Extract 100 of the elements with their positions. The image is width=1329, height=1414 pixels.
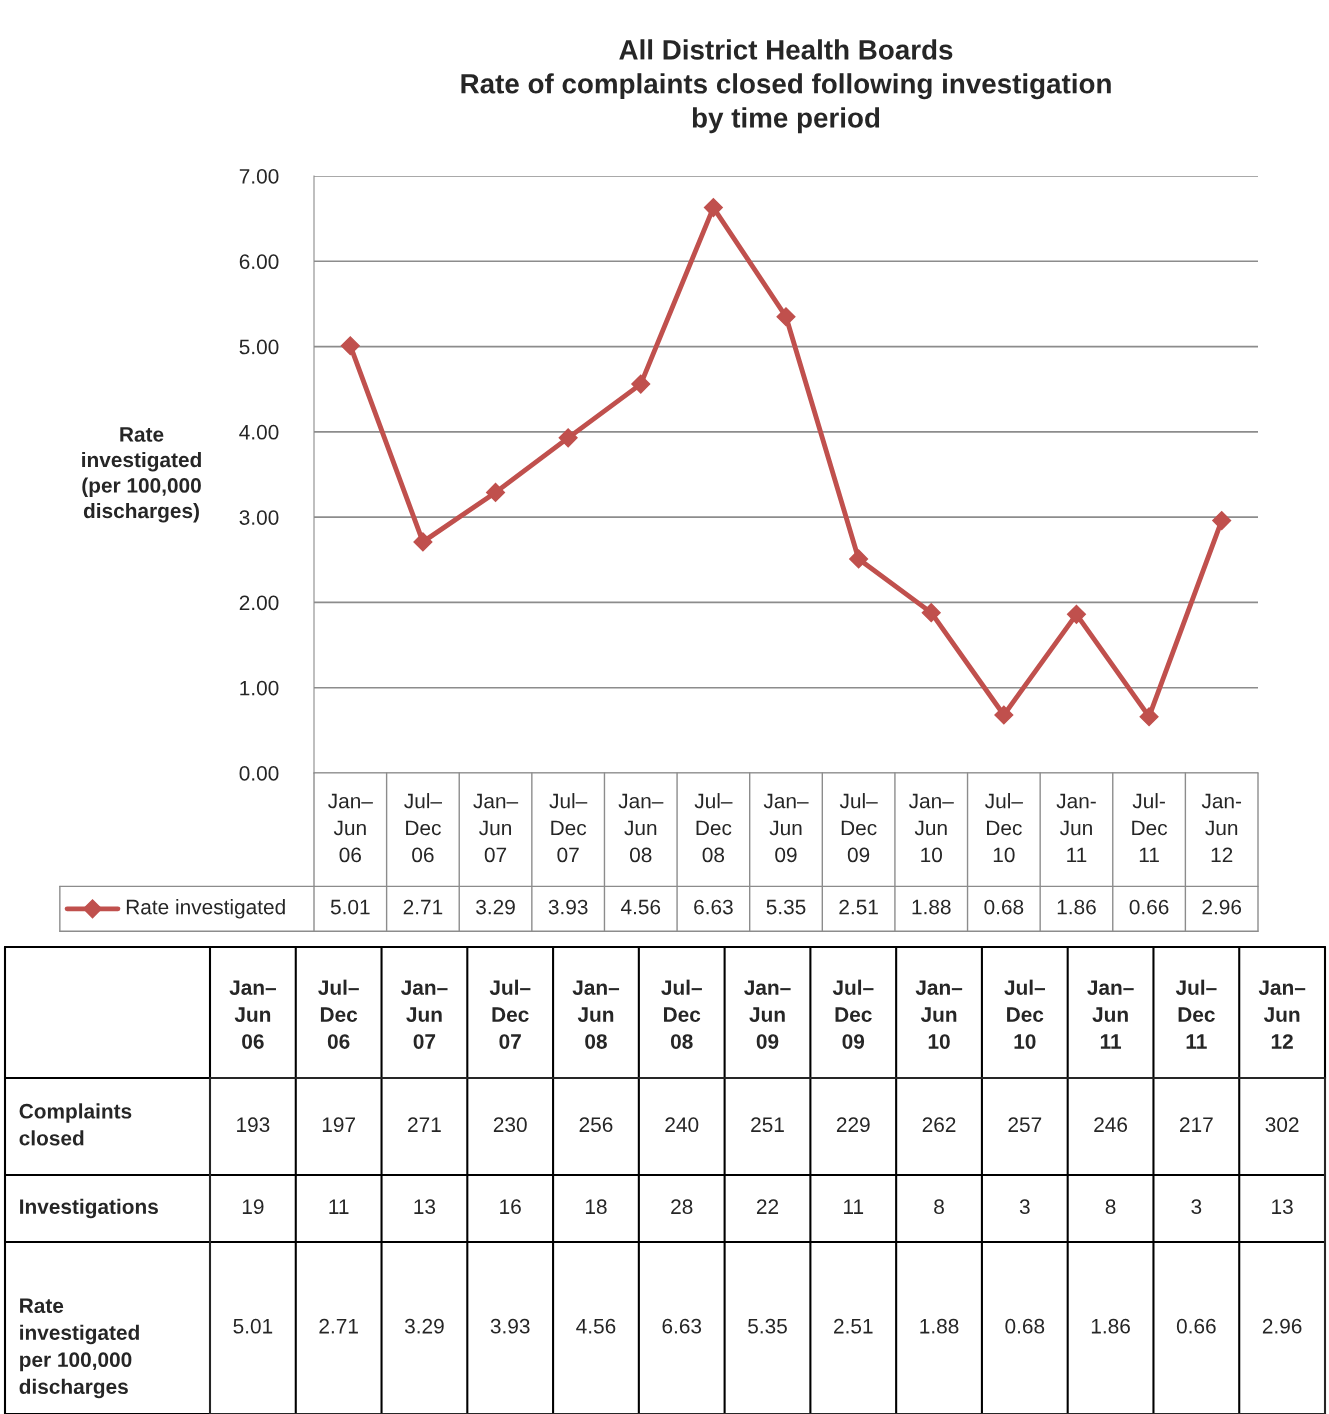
data-label: 257	[1008, 1117, 1042, 1133]
chart-title: All District Health Boards Rate of complaints closed following investigation by time period	[461, 39, 1111, 134]
data-label: 217	[1180, 1117, 1213, 1132]
data-label: 8	[934, 1199, 944, 1215]
point	[849, 549, 869, 569]
data-label: 5.01	[330, 899, 370, 915]
x-tick-label: Jan- Jun 11	[1056, 793, 1096, 863]
x-tick-label: Jul– Dec 08	[694, 793, 733, 863]
data-label: 4.56	[620, 899, 661, 915]
point	[631, 374, 651, 394]
legend-label: Rate investigated	[126, 899, 285, 919]
data-label: 246	[1094, 1117, 1128, 1133]
data-label: 18	[585, 1199, 607, 1215]
data-label: 5.35	[748, 1318, 787, 1334]
point	[994, 705, 1014, 725]
x-tick-label: Jul– Dec 08	[661, 979, 702, 1049]
point	[558, 428, 578, 448]
x-tick-label: Jul– Dec 07	[549, 793, 588, 863]
x-tick-label: Jan– Jun 09	[763, 793, 809, 863]
point	[1066, 604, 1086, 624]
data-label: 2.96	[1262, 1318, 1302, 1334]
data-label: 3.93	[548, 899, 588, 915]
y-tick-label: 2.00	[239, 595, 279, 611]
data-label: 262	[922, 1117, 956, 1133]
y-tick-label: Rate investigated per 100,000 discharges	[19, 1298, 139, 1399]
data-label: 0.66	[1176, 1318, 1216, 1334]
data-label: 251	[751, 1117, 784, 1133]
data-label: 28	[671, 1199, 693, 1215]
data-label: 2.71	[403, 899, 443, 915]
data-label: 0.68	[984, 899, 1024, 915]
data-label: 6.63	[694, 899, 733, 915]
x-tick-label: Jul- Dec 11	[1132, 793, 1168, 863]
x-tick-label: Jan– Jun 11	[1087, 980, 1134, 1049]
point	[413, 532, 433, 552]
data-label: 229	[836, 1117, 870, 1133]
x-tick-label: Jan– Jun 07	[473, 793, 519, 863]
y-tick-label: 0.00	[239, 766, 279, 781]
y-tick-label: Investigations	[20, 1198, 158, 1219]
data-label: 1.86	[1057, 899, 1096, 915]
point	[776, 307, 796, 327]
data-label: 5.01	[233, 1318, 273, 1334]
point	[340, 336, 360, 356]
data-label: 11	[329, 1199, 349, 1214]
y-tick-label: Complaints closed	[19, 1103, 132, 1146]
data-label: 3	[1191, 1199, 1202, 1215]
data-label: 2.96	[1202, 899, 1242, 915]
x-tick-label: Jul– Dec 10	[1004, 979, 1046, 1049]
data-label: 0.66	[1129, 899, 1169, 915]
point	[1212, 511, 1232, 531]
data-label: 1.88	[912, 899, 951, 915]
x-tick-label: Jan– Jun 06	[328, 793, 373, 863]
data-label: 11	[844, 1199, 864, 1214]
y-tick-label: 1.00	[240, 680, 279, 696]
data-label: 0.68	[1005, 1318, 1045, 1334]
x-tick-label: Jul– Dec 09	[832, 979, 874, 1049]
data-label: 240	[665, 1117, 699, 1133]
data-label: 22	[756, 1199, 779, 1214]
x-tick-label: Jan– Jun 10	[915, 980, 963, 1049]
x-tick-label: Jan– Jun 10	[908, 793, 954, 863]
x-tick-label: Jan- Jun 12	[1201, 793, 1242, 863]
y-axis-title: Rate investigated (per 100,000 discharges)	[82, 427, 201, 523]
y-tick-label: 5.00	[239, 339, 279, 355]
x-tick-label: Jul– Dec 10	[985, 793, 1023, 863]
data-label: 1.88	[920, 1318, 959, 1334]
data-label: 256	[579, 1117, 613, 1133]
x-tick-label: Jan– Jun 09	[744, 980, 791, 1049]
x-tick-label: Jul– Dec 06	[318, 979, 359, 1049]
x-tick-label: Jul– Dec 06	[404, 793, 443, 863]
data-label: 2.51	[839, 899, 878, 915]
data-label: 13	[414, 1199, 436, 1215]
y-tick-label: 6.00	[239, 254, 279, 270]
data-label: 197	[322, 1117, 355, 1133]
y-tick-label: 3.00	[239, 510, 279, 525]
x-tick-label: Jul– Dec 09	[839, 793, 878, 863]
data-label: 3.29	[476, 899, 515, 915]
data-label: 6.63	[662, 1318, 702, 1334]
data-label: 4.56	[576, 1318, 616, 1334]
point	[703, 198, 723, 218]
data-label: 13	[1272, 1199, 1293, 1215]
x-tick-label: Jan– Jun 12	[1258, 980, 1306, 1049]
point	[921, 603, 941, 623]
data-label: 16	[500, 1199, 521, 1215]
x-tick-label: Jan– Jun 06	[229, 980, 276, 1049]
x-tick-label: Jan– Jun 08	[618, 793, 664, 863]
data-label: 3.29	[404, 1318, 444, 1334]
x-tick-label: Jan– Jun 08	[572, 980, 620, 1049]
data-label: 193	[237, 1117, 270, 1133]
data-label: 302	[1265, 1117, 1299, 1133]
data-label: 230	[493, 1117, 527, 1133]
data-label: 1.86	[1091, 1318, 1130, 1334]
y-tick-label: 4.00	[239, 424, 279, 440]
point	[1139, 707, 1159, 727]
y-tick-label: 7.00	[239, 169, 279, 184]
data-label: 3.93	[490, 1318, 530, 1334]
x-tick-label: Jul– Dec 07	[489, 979, 531, 1049]
data-label: 2.51	[834, 1318, 873, 1334]
data-label: 271	[408, 1117, 441, 1132]
x-tick-label: Jan– Jun 07	[401, 980, 448, 1049]
data-label: 3	[1019, 1199, 1030, 1215]
data-label: 2.71	[319, 1318, 358, 1334]
